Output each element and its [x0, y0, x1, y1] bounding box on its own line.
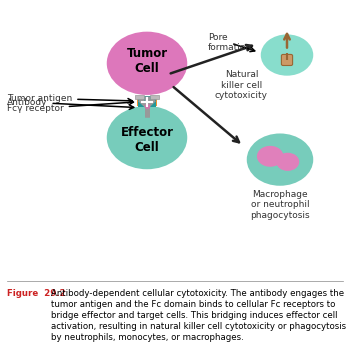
Circle shape	[276, 153, 299, 171]
Text: Figure  29.2: Figure 29.2	[7, 289, 66, 298]
Circle shape	[107, 32, 187, 95]
Text: Natural
killer cell
cytotoxicity: Natural killer cell cytotoxicity	[215, 70, 268, 100]
Text: Tumor antigen: Tumor antigen	[7, 94, 132, 103]
Text: Effector
Cell: Effector Cell	[120, 126, 174, 154]
Circle shape	[107, 106, 187, 169]
FancyBboxPatch shape	[135, 95, 144, 99]
Text: Tumor
Cell: Tumor Cell	[126, 46, 168, 75]
Text: Pore
formation: Pore formation	[208, 33, 252, 52]
Circle shape	[261, 34, 313, 76]
Text: Fcγ receptor: Fcγ receptor	[7, 100, 133, 113]
Text: Antibody: Antibody	[7, 98, 134, 109]
FancyBboxPatch shape	[138, 96, 156, 107]
Text: Macrophage
or neutrophil
phagocytosis: Macrophage or neutrophil phagocytosis	[250, 190, 310, 220]
FancyBboxPatch shape	[137, 96, 157, 106]
Circle shape	[257, 146, 284, 167]
Text: Antibody-dependent cellular cytotoxicity. The antibody engages the tumor antigen: Antibody-dependent cellular cytotoxicity…	[51, 289, 346, 342]
FancyBboxPatch shape	[281, 54, 293, 65]
FancyBboxPatch shape	[150, 95, 159, 99]
Circle shape	[247, 133, 313, 186]
